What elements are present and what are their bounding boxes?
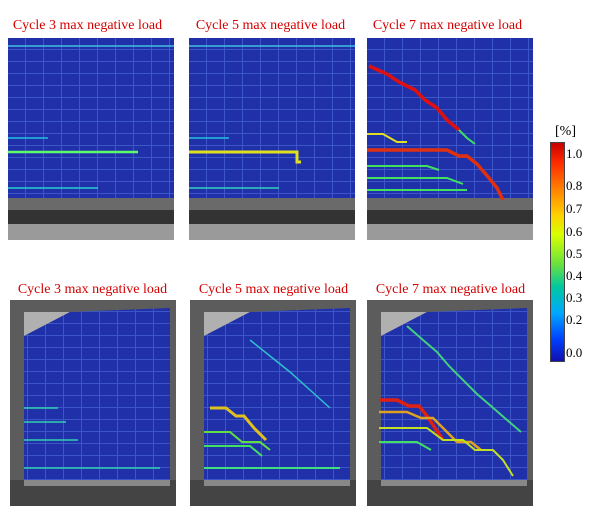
- strain-map-r1c1: [8, 38, 174, 240]
- colorbar-tick: 0.3: [566, 290, 583, 305]
- panel-title-r1c2: Cycle 5 max negative load: [195, 18, 346, 33]
- colorbar: [550, 142, 565, 362]
- colorbar-tick: 0.5: [566, 246, 583, 261]
- panel-title-r1c1: Cycle 3 max negative load: [12, 18, 163, 33]
- strain-map-r2c3: [367, 300, 533, 506]
- colorbar-tick: 0.8: [566, 178, 583, 193]
- strain-map-r1c3: [367, 38, 533, 240]
- panel-title-r1c3: Cycle 7 max negative load: [372, 18, 523, 33]
- panel-title-r2c2: Cycle 5 max negative load: [198, 282, 349, 297]
- strain-map-r1c2: [189, 38, 355, 240]
- colorbar-tick: 1.0: [566, 146, 583, 161]
- panel-title-r2c3: Cycle 7 max negative load: [375, 282, 526, 297]
- colorbar-tick: 0.7: [566, 201, 583, 216]
- colorbar-tick: 0.2: [566, 312, 583, 327]
- panel-title-r2c1: Cycle 3 max negative load: [17, 282, 168, 297]
- strain-map-r2c1: [10, 300, 176, 506]
- strain-map-r2c2: [190, 300, 356, 506]
- colorbar-tick: 0.0: [566, 345, 583, 360]
- colorbar-unit: [%]: [555, 124, 576, 139]
- colorbar-tick: 0.4: [566, 268, 583, 283]
- colorbar-tick: 0.6: [566, 224, 583, 239]
